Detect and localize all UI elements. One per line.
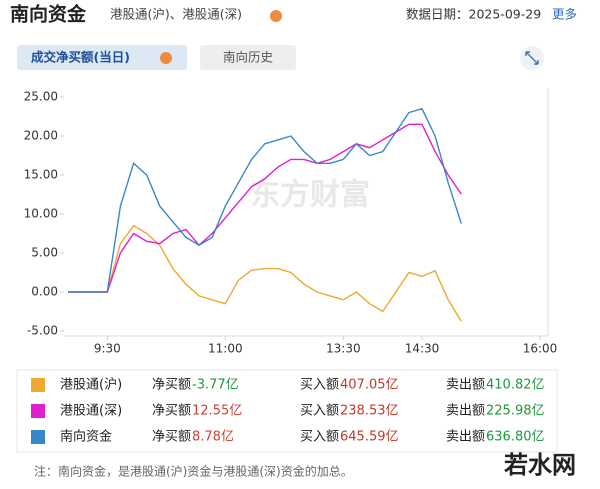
y-tick-label: 15.00 [24, 168, 58, 182]
tab-label[interactable]: 南向历史 [223, 50, 274, 65]
x-tick-label: 11:00 [208, 342, 243, 356]
summary-value: 645.59亿 [340, 430, 399, 445]
summary-value: 410.82亿 [486, 378, 545, 393]
subtitle: 港股通(沪)、港股通(深) [110, 7, 242, 22]
legend-label: 港股通(深) [60, 404, 122, 419]
legend-label: 港股通(沪) [60, 377, 122, 393]
watermark: 东方财富 [250, 178, 370, 213]
plot: -5.00 0.00 5.00 10.00 15.00 20.00 25.00 9:30 11:… [24, 88, 558, 356]
summary-label: 卖出额 [446, 378, 485, 393]
y-tick-label: 20.00 [24, 129, 58, 143]
legend-label: 南向资金 [60, 429, 112, 445]
legend-swatch [31, 430, 45, 444]
summary-label: 买入额 [300, 404, 339, 419]
summary-value: 8.78亿 [192, 430, 234, 445]
note: 注：南向资金，是港股通(沪)资金与港股通(深)资金的加总。 [34, 464, 353, 479]
watermark: 若水网 [503, 451, 576, 479]
title: 南向资金 [10, 3, 87, 26]
summary-label: 卖出额 [446, 404, 485, 419]
more-link[interactable]: 更多 [552, 7, 577, 22]
x-tick-label: 9:30 [94, 342, 121, 356]
expand-icon [525, 51, 539, 65]
y-tick-label: 0.00 [31, 285, 58, 299]
summary-label: 卖出额 [446, 430, 485, 445]
summary-label: 买入额 [300, 378, 339, 393]
x-tick-label: 14:30 [405, 342, 440, 356]
summary-value: -3.77亿 [192, 378, 239, 393]
summary-label: 净买额 [152, 378, 191, 393]
summary-value: 238.53亿 [340, 404, 399, 419]
y-tick-label: 25.00 [24, 90, 58, 104]
summary-value: 225.98亿 [486, 404, 545, 419]
x-tick-label: 16:00 [523, 342, 558, 356]
y-tick-label: 10.00 [24, 207, 58, 221]
summary-label: 净买额 [152, 404, 191, 419]
summary-value: 407.05亿 [340, 378, 399, 393]
summary-box [16, 369, 558, 453]
info-icon[interactable] [160, 52, 172, 64]
legend-swatch [31, 378, 45, 392]
y-tick-label: -5.00 [27, 324, 58, 338]
summary-value: 12.55亿 [192, 404, 242, 419]
tab-active[interactable] [17, 45, 187, 70]
tab-label[interactable]: 成交净买额(当日) [31, 50, 130, 65]
summary-label: 净买额 [152, 430, 191, 445]
summary-label: 买入额 [300, 430, 339, 445]
y-tick-label: 5.00 [31, 246, 58, 260]
summary-value: 636.80亿 [486, 430, 545, 445]
tab[interactable] [200, 45, 296, 70]
data-date: 数据日期：2025-09-29 [406, 7, 541, 22]
x-tick-label: 13:30 [326, 342, 361, 356]
info-icon[interactable] [270, 10, 282, 22]
series-line [68, 224, 462, 322]
series-line [68, 107, 462, 293]
legend-swatch [31, 404, 45, 418]
summary: 港股通(沪) 净买额 -3.77亿 买入额 407.05亿 卖出额 410.82亿港股通(深… [31, 377, 545, 445]
